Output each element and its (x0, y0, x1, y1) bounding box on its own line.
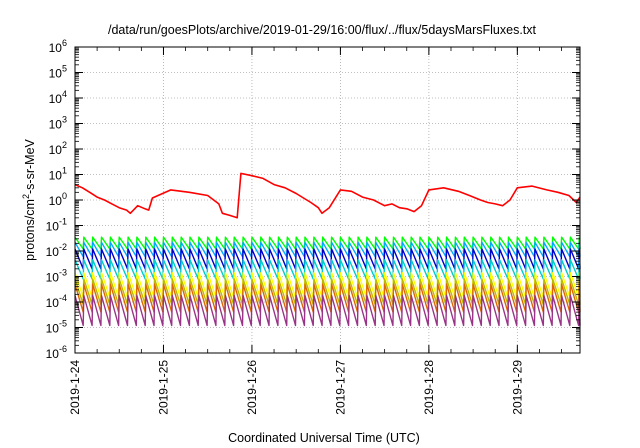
y-axis: 10-610-510-410-310-210-11001011021031041… (46, 38, 580, 361)
y-tick-label-base: 10 (49, 67, 63, 81)
y-tick-label: 101 (49, 166, 67, 183)
y-tick-label: 10-3 (46, 268, 67, 285)
series-line (74, 294, 581, 327)
chart-title: /data/run/goesPlots/archive/2019-01-29/1… (108, 23, 537, 37)
y-tick-label-exp: 4 (62, 89, 67, 99)
y-tick-label: 100 (49, 191, 67, 208)
y-tick-label-exp: 0 (62, 191, 67, 201)
y-tick-label: 106 (49, 38, 67, 55)
y-tick-label-exp: 1 (62, 166, 67, 176)
x-tick-label: 2019-1-27 (333, 360, 347, 415)
y-tick-label-base: 10 (46, 220, 60, 234)
y-tick-label-exp: -4 (59, 293, 67, 303)
y-tick-label: 105 (49, 64, 67, 81)
x-axis: 2019-1-24 2019-1-25 2019-1-26 2019-1-27 2019… (68, 47, 562, 415)
y-tick-label-base: 10 (49, 169, 63, 183)
y-tick-label-base: 10 (46, 347, 60, 361)
y-tick-label-base: 10 (49, 41, 63, 55)
y-tick-label-base: 10 (49, 143, 63, 157)
y-tick-label: 10-1 (46, 217, 67, 234)
y-tick-label-base: 10 (49, 194, 63, 208)
y-tick-label-exp: 6 (62, 38, 67, 48)
y-tick-label-exp: -2 (59, 242, 67, 252)
y-tick-label: 10-5 (46, 319, 67, 336)
y-tick-label: 104 (49, 89, 67, 106)
y-tick-label-base: 10 (49, 118, 63, 132)
x-tick-label: 2019-1-24 (68, 360, 82, 415)
x-tick-label: 2019-1-26 (245, 360, 259, 415)
y-tick-label-exp: -1 (59, 217, 67, 227)
y-tick-label: 102 (49, 140, 67, 157)
series-line (74, 172, 581, 219)
y-axis-title-tail: -s-sr-MeV (23, 138, 37, 194)
y-axis-title-base: protons/cm (23, 199, 37, 261)
y-tick-label-exp: 5 (62, 64, 67, 74)
x-axis-title: Coordinated Universal Time (UTC) (228, 431, 420, 445)
x-tick-label: 2019-1-28 (422, 360, 436, 415)
y-tick-label: 10-4 (46, 293, 67, 310)
y-tick-label: 10-6 (46, 344, 67, 361)
y-tick-label-base: 10 (46, 271, 60, 285)
y-axis-title-sup: 2 (21, 194, 31, 199)
series-layer (74, 172, 581, 327)
x-tick-label: 2019-1-25 (156, 360, 170, 415)
x-tick-label: 2019-1-29 (510, 360, 524, 415)
y-tick-label-base: 10 (46, 296, 60, 310)
y-tick-label-exp: 3 (62, 115, 67, 125)
y-tick-label-exp: -5 (59, 319, 67, 329)
y-tick-label-base: 10 (46, 322, 60, 336)
y-tick-label: 10-2 (46, 242, 67, 259)
y-tick-label-base: 10 (49, 92, 63, 106)
y-tick-label-exp: -3 (59, 268, 67, 278)
y-tick-label-base: 10 (46, 245, 60, 259)
y-tick-label-exp: -6 (59, 344, 67, 354)
y-tick-label: 103 (49, 115, 67, 132)
y-tick-label-exp: 2 (62, 140, 67, 150)
y-axis-title: protons/cm2-s-sr-MeV (21, 138, 37, 260)
